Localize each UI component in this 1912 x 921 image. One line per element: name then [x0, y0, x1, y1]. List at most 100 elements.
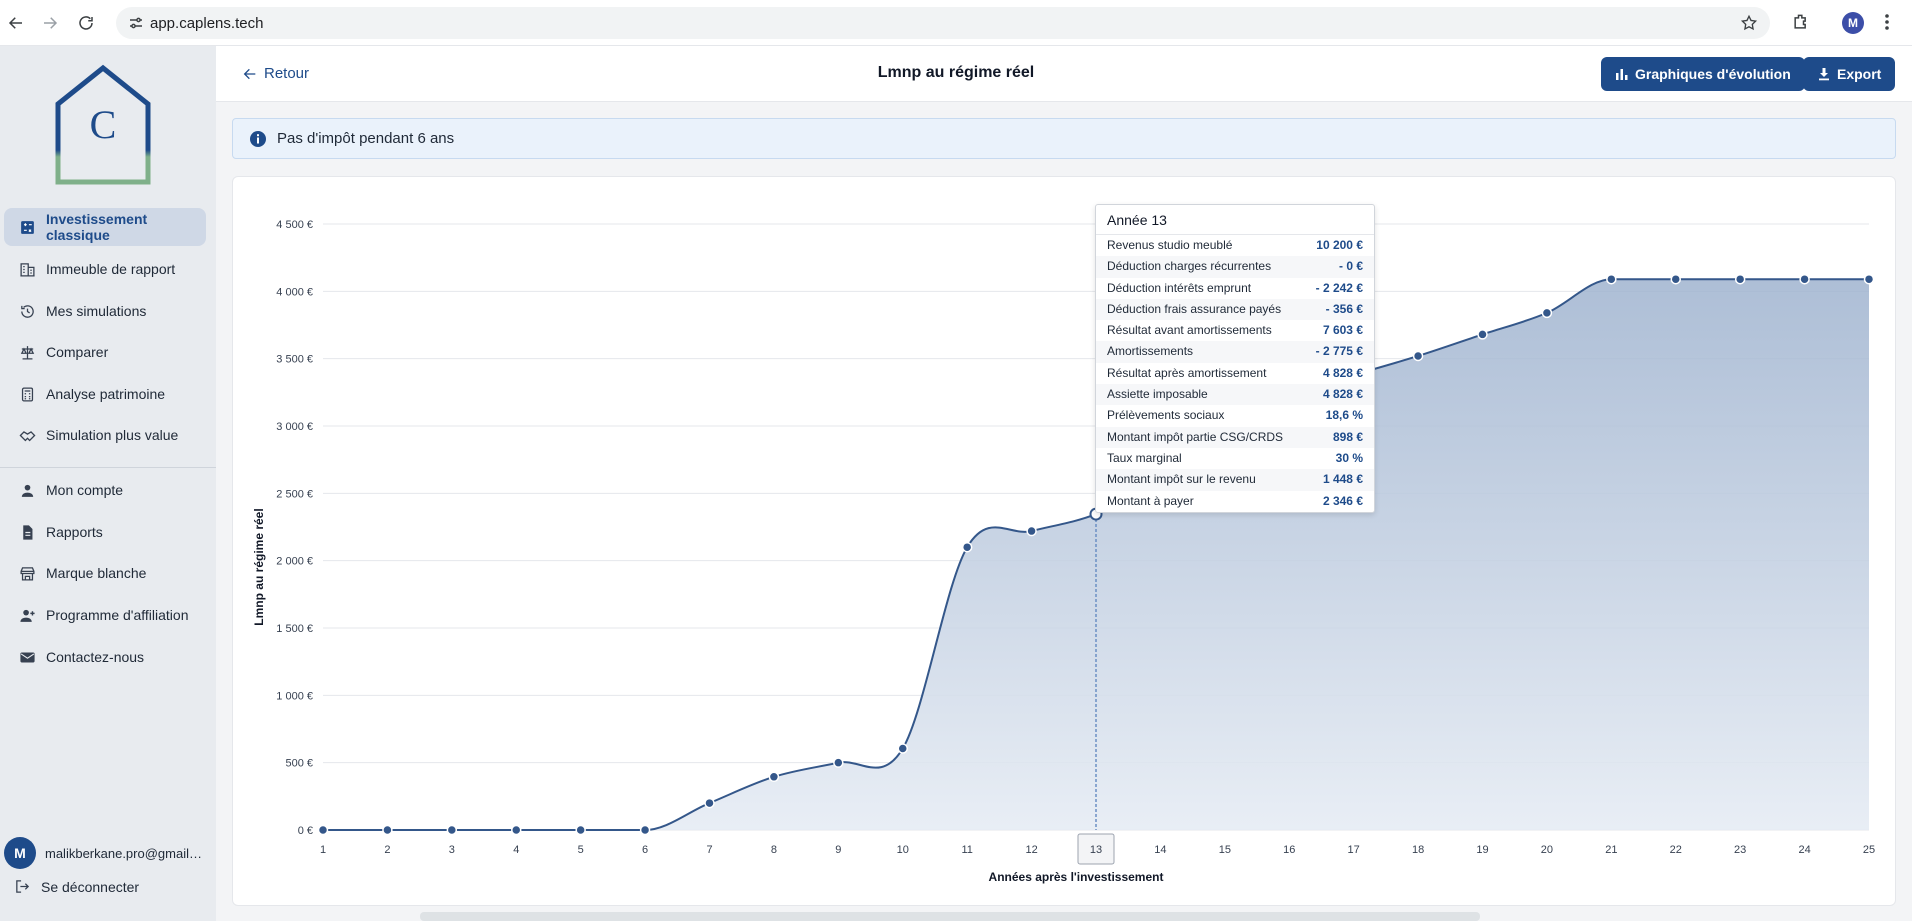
data-point	[1412, 350, 1424, 362]
data-point	[1734, 273, 1746, 285]
user-account[interactable]: M malikberkane.pro@gmail.com	[4, 836, 210, 870]
bookmark-star-icon[interactable]	[1740, 14, 1758, 32]
tooltip-row-value: 30 %	[1335, 450, 1363, 465]
sidebar-item-label: Marque blanche	[46, 565, 147, 581]
data-point	[1541, 307, 1553, 319]
data-point	[1477, 329, 1488, 340]
chart-card: 0 € 500 € 1 000 € 1 500 € 2 000 € 2 500 € 3 00…	[232, 176, 1896, 906]
tooltip-row-label: Déduction frais assurance payés	[1107, 301, 1282, 316]
tooltip-row-value: - 356 €	[1325, 301, 1363, 316]
extensions-icon[interactable]	[1791, 12, 1811, 32]
y-tick-label: 500 €	[285, 758, 313, 770]
x-tick-label: 1	[320, 844, 326, 856]
user-email: malikberkane.pro@gmail.com	[45, 845, 205, 861]
sidebar-item-mes-simulations[interactable]: Mes simulations	[4, 292, 206, 330]
sidebar-item-programme-d-affiliation[interactable]: Programme d'affiliation	[4, 596, 206, 634]
sidebar-item-simulation-plus-value[interactable]: Simulation plus value	[4, 416, 206, 454]
x-tick-label: 22	[1670, 844, 1682, 856]
caplens-logo[interactable]: C	[54, 64, 152, 186]
tooltip-row-value: 7 603 €	[1322, 323, 1363, 338]
tooltip-row: Assiette imposable 4 828 €	[1096, 384, 1374, 406]
x-tick-label: 2	[384, 844, 390, 856]
sidebar-item-mon-compte[interactable]: Mon compte	[4, 471, 206, 509]
sidebar-item-label: Investissement classique	[46, 211, 148, 243]
tooltip-row-label: Déduction intérêts emprunt	[1107, 280, 1252, 295]
x-tick-label: 13	[1090, 844, 1102, 856]
tooltip-row: Déduction intérêts emprunt - 2 242 €	[1096, 278, 1374, 299]
tooltip-row-label: Résultat après amortissement	[1107, 365, 1267, 380]
data-point	[704, 797, 715, 809]
sidebar-item-label: Rapports	[46, 524, 103, 540]
url-text[interactable]: app.caplens.tech	[150, 15, 264, 32]
address-bar[interactable]: app.caplens.tech	[116, 7, 1770, 39]
document-icon	[18, 523, 36, 541]
export-button[interactable]: Export	[1803, 57, 1896, 91]
sidebar-item-comparer[interactable]: Comparer	[4, 333, 206, 371]
x-tick-label: 21	[1605, 844, 1617, 856]
data-point	[1670, 273, 1681, 285]
sidebar-item-analyse-patrimoine[interactable]: Analyse patrimoine	[4, 375, 206, 413]
info-icon	[250, 130, 266, 147]
y-tick-label: 2 500 €	[276, 488, 313, 500]
sidebar-item-investissement-classique[interactable]: Investissement classique	[4, 208, 206, 246]
sidebar-item-label: Immeuble de rapport	[46, 261, 176, 277]
x-tick-label: 20	[1541, 844, 1553, 856]
sidebar-item-label: Analyse patrimoine	[46, 386, 166, 402]
x-tick-label: 10	[897, 844, 909, 856]
tooltip-row-label: Taux marginal	[1107, 450, 1182, 465]
sidebar-item-marque-blanche[interactable]: Marque blanche	[4, 554, 206, 592]
tooltip-row-value: 1 448 €	[1322, 472, 1363, 487]
data-point	[768, 771, 780, 783]
tooltip-row-label: Revenus studio meublé	[1107, 238, 1233, 252]
info-message: Pas d'impôt pendant 6 ans	[277, 130, 455, 147]
tooltip-row-value: 10 200 €	[1316, 238, 1363, 252]
tax-chart[interactable]: 0 € 500 € 1 000 € 1 500 € 2 000 € 2 500 € 3 00…	[233, 177, 1897, 907]
history-icon	[18, 302, 36, 320]
data-point	[382, 824, 393, 836]
sidebar-item-label: Contactez-nous	[46, 649, 145, 665]
horizontal-scrollbar[interactable]	[420, 912, 1480, 921]
y-tick-label: 4 500 €	[276, 219, 313, 231]
avatar: M	[4, 837, 36, 869]
x-tick-label: 8	[771, 844, 777, 856]
sidebar-item-contactez-nous[interactable]: Contactez-nous	[4, 638, 206, 676]
handshake-icon	[18, 426, 36, 444]
tooltip-row-value: 898 €	[1332, 429, 1363, 444]
data-point	[1026, 525, 1037, 537]
tooltip-row: Revenus studio meublé 10 200 €	[1096, 235, 1374, 256]
tooltip-row-value: - 2 775 €	[1315, 344, 1363, 359]
browser-menu-icon[interactable]	[1884, 12, 1890, 32]
tooltip-row: Taux marginal 30 %	[1096, 448, 1374, 469]
y-tick-label: 4 000 €	[276, 286, 313, 298]
site-settings-icon[interactable]	[128, 15, 144, 31]
bar-chart-icon	[1616, 69, 1628, 80]
data-point	[1863, 273, 1875, 285]
data-point	[575, 824, 586, 836]
profile-avatar[interactable]: M	[1842, 12, 1864, 34]
x-tick-label: 5	[578, 844, 584, 856]
sidebar-item-immeuble-de-rapport[interactable]: Immeuble de rapport	[4, 250, 206, 288]
info-banner: Pas d'impôt pendant 6 ans	[232, 118, 1896, 159]
tooltip-row: Déduction charges récurrentes - 0 €	[1096, 256, 1374, 278]
x-axis-title: Années après l'investissement	[989, 870, 1164, 884]
back-arrow-icon[interactable]	[4, 11, 28, 35]
evolution-charts-button[interactable]: Graphiques d'évolution	[1601, 57, 1805, 91]
sidebar-item-rapports[interactable]: Rapports	[4, 513, 206, 551]
logout-button[interactable]: Se déconnecter	[14, 878, 139, 895]
forward-arrow-icon[interactable]	[38, 11, 62, 35]
data-point	[639, 824, 651, 836]
evolution-charts-label: Graphiques d'évolution	[1635, 66, 1791, 82]
store-icon	[18, 564, 36, 582]
reload-icon[interactable]	[74, 11, 98, 35]
tooltip-row: Prélèvements sociaux 18,6 %	[1096, 405, 1374, 426]
back-button[interactable]: Retour	[242, 65, 309, 82]
tooltip-row-value: - 2 242 €	[1315, 280, 1363, 295]
tooltip-row-label: Résultat avant amortissements	[1107, 323, 1272, 338]
add-user-icon	[18, 606, 36, 624]
x-highlight-box	[1077, 833, 1115, 865]
sidebar: C Investissement classique Immeuble de r…	[0, 46, 216, 921]
x-tick-label: 11	[961, 844, 972, 856]
page-header: Retour Lmnp au régime réel Graphiques d'…	[216, 46, 1912, 102]
sidebar-divider	[0, 467, 216, 468]
tooltip-title: Année 13	[1096, 205, 1374, 235]
